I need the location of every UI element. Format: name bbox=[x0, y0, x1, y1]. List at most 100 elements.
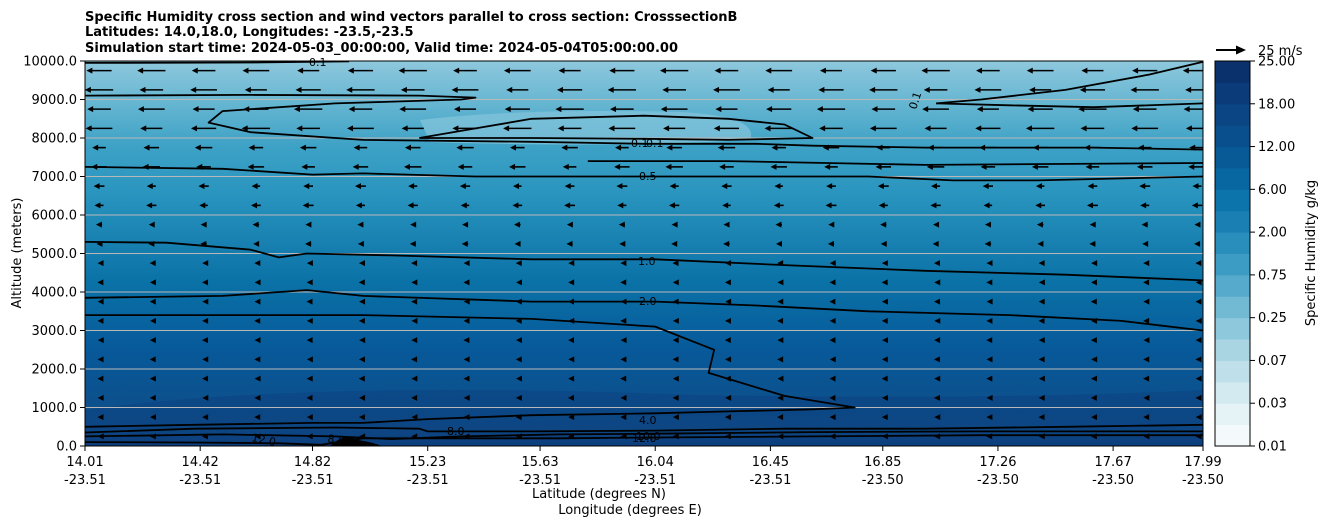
wind-vector-head bbox=[506, 86, 513, 93]
wind-vector bbox=[1143, 298, 1150, 305]
wind-vector-head bbox=[301, 163, 308, 170]
contour-label-0.1-right: 0.1 bbox=[646, 137, 664, 150]
wind-vector bbox=[934, 337, 941, 344]
wind-vector-head bbox=[244, 86, 251, 93]
wind-vector bbox=[192, 106, 215, 113]
wind-vector-head bbox=[1191, 202, 1198, 209]
wind-vector bbox=[764, 125, 793, 132]
wind-vector-head bbox=[826, 183, 833, 190]
wind-vector-head bbox=[85, 125, 92, 132]
wind-vector bbox=[818, 86, 844, 93]
colorbar-bands bbox=[1215, 61, 1250, 447]
wind-vector bbox=[568, 279, 575, 286]
wind-vector-head bbox=[986, 375, 993, 382]
wind-vector bbox=[97, 317, 104, 324]
wind-vector bbox=[610, 106, 634, 113]
wind-vector-head bbox=[461, 240, 468, 247]
wind-vector bbox=[1080, 125, 1105, 132]
wind-vector-head bbox=[1036, 221, 1043, 228]
wind-vector-head bbox=[254, 414, 261, 421]
wind-vector-head bbox=[515, 337, 522, 344]
wind-vector bbox=[1195, 337, 1202, 344]
wind-vector bbox=[771, 144, 786, 151]
wind-vector bbox=[1091, 414, 1098, 421]
wind-vector-head bbox=[358, 356, 365, 363]
wind-vector-head bbox=[411, 375, 418, 382]
wind-vector bbox=[347, 67, 374, 74]
wind-vector-head bbox=[819, 125, 826, 132]
wind-vector bbox=[1136, 163, 1153, 170]
wind-vector-head bbox=[986, 394, 993, 401]
wind-vector-head bbox=[777, 298, 784, 305]
wind-vector-head bbox=[669, 183, 676, 190]
wind-vector-head bbox=[357, 240, 364, 247]
wind-vector-head bbox=[150, 414, 157, 421]
wind-vector bbox=[1038, 260, 1045, 267]
wind-vector-head bbox=[347, 67, 354, 74]
wind-vector bbox=[515, 356, 522, 363]
wind-vector bbox=[462, 221, 469, 228]
wind-vector-head bbox=[1185, 125, 1192, 132]
wind-vector bbox=[713, 86, 740, 93]
wind-vector bbox=[986, 414, 993, 421]
wind-vector-head bbox=[986, 317, 993, 324]
wind-vector-head bbox=[923, 86, 930, 93]
x-tick-label-latitude: 14.42 bbox=[182, 455, 219, 470]
wind-vector bbox=[620, 337, 627, 344]
wind-vector bbox=[934, 298, 941, 305]
wind-vector bbox=[620, 356, 627, 363]
wind-vector bbox=[1143, 414, 1150, 421]
wind-vector-head bbox=[1143, 317, 1150, 324]
wind-vector bbox=[568, 375, 575, 382]
wind-vector bbox=[506, 86, 529, 93]
wind-vector bbox=[1091, 260, 1098, 267]
wind-vector bbox=[713, 125, 740, 132]
wind-vector-head bbox=[1142, 240, 1149, 247]
wind-vector bbox=[828, 221, 835, 228]
wind-vector-head bbox=[921, 67, 928, 74]
wind-vector-head bbox=[150, 317, 157, 324]
wind-vector bbox=[924, 125, 947, 132]
wind-vector-head bbox=[713, 86, 720, 93]
wind-vector bbox=[557, 125, 582, 132]
wind-vector bbox=[933, 221, 940, 228]
wind-vector-head bbox=[463, 260, 470, 267]
wind-vector bbox=[986, 375, 993, 382]
wind-vector bbox=[293, 106, 323, 113]
wind-vector bbox=[725, 394, 732, 401]
wind-vector-head bbox=[766, 106, 773, 113]
wind-vector-head bbox=[149, 337, 156, 344]
wind-vector bbox=[503, 67, 531, 74]
wind-vector-head bbox=[671, 221, 678, 228]
wind-vector-head bbox=[984, 221, 991, 228]
wind-vector bbox=[306, 317, 313, 324]
y-tick-label: 7000.0 bbox=[32, 170, 78, 185]
wind-vector-head bbox=[723, 221, 730, 228]
wind-vector-head bbox=[666, 144, 673, 151]
wind-vector bbox=[306, 260, 313, 267]
wind-vector-head bbox=[254, 317, 261, 324]
wind-vector bbox=[1090, 298, 1097, 305]
wind-vector bbox=[1025, 125, 1055, 132]
wind-vector-head bbox=[617, 202, 624, 209]
colorbar-tick-label: 0.03 bbox=[1258, 397, 1287, 412]
wind-vector-head bbox=[202, 414, 209, 421]
wind-vector bbox=[1194, 240, 1201, 247]
wind-vector bbox=[662, 86, 686, 93]
wind-vector bbox=[719, 163, 734, 170]
wind-vector-head bbox=[1029, 86, 1036, 93]
wind-vector-head bbox=[660, 106, 667, 113]
wind-vector bbox=[149, 394, 156, 401]
wind-vector bbox=[1143, 394, 1150, 401]
wind-vector-head bbox=[408, 183, 415, 190]
wind-vector bbox=[411, 414, 418, 421]
wind-vector bbox=[669, 183, 679, 190]
wind-vector-head bbox=[829, 337, 836, 344]
wind-vector bbox=[723, 221, 730, 228]
wind-vector bbox=[463, 260, 470, 267]
contour-label-12.0-left: 12.0 bbox=[250, 431, 277, 449]
wind-vector-head bbox=[1143, 337, 1150, 344]
wind-vector-head bbox=[672, 375, 679, 382]
wind-vector bbox=[254, 279, 261, 286]
wind-vector bbox=[724, 279, 731, 286]
